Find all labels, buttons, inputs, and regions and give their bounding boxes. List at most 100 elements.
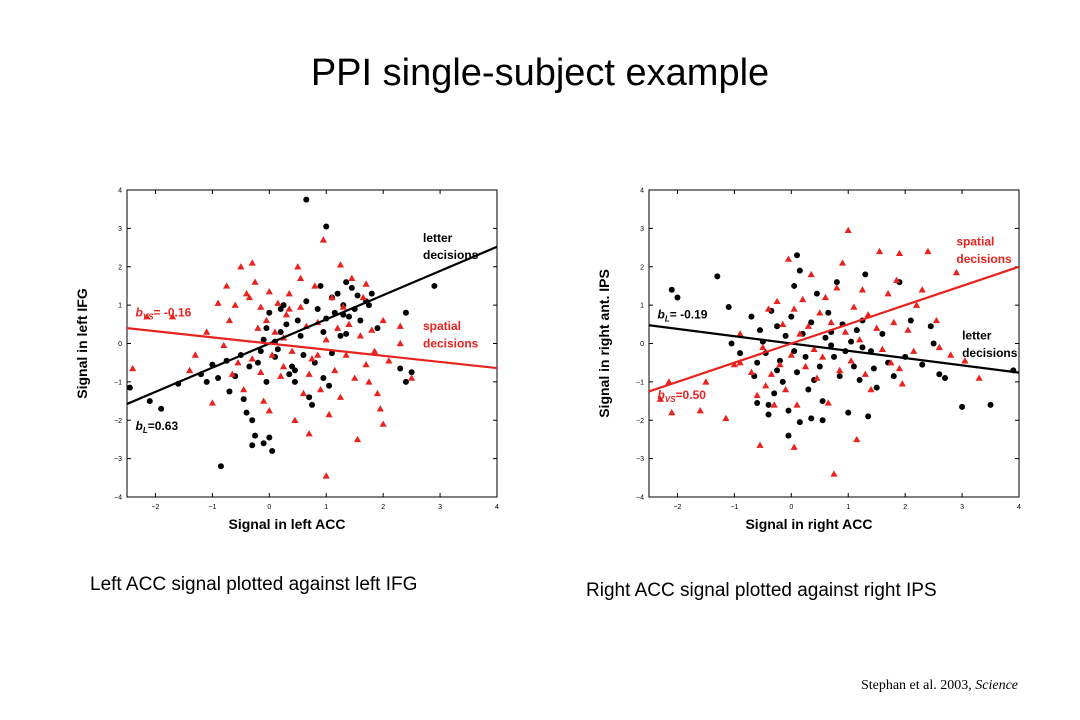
- spatial-point: [776, 361, 784, 368]
- letter-point: [226, 388, 233, 395]
- letter-point: [291, 367, 298, 374]
- spatial-point: [895, 364, 904, 372]
- chart-left-acc-vs-ifg: −2 −1 0 1 2 3 4 −4 −3 −2 −1 0 1 2 3 4 Signal in left ACC…: [70, 180, 510, 540]
- letter-point: [328, 350, 335, 357]
- letter-point: [280, 302, 287, 309]
- y-tick-label: −2: [114, 418, 122, 425]
- spatial-point: [376, 405, 384, 412]
- letter-point: [240, 396, 247, 403]
- spatial-point: [245, 293, 253, 301]
- letter-point: [936, 371, 943, 378]
- letter-point: [808, 319, 815, 326]
- letter-point: [796, 267, 803, 274]
- letter-point: [714, 273, 721, 280]
- letter-point: [374, 325, 381, 332]
- spatial-point: [257, 303, 265, 310]
- spatial-point: [362, 280, 370, 287]
- spatial-point: [807, 270, 815, 278]
- spatial-point: [396, 322, 404, 329]
- spatial-point: [328, 293, 336, 301]
- spatial-point: [362, 361, 370, 368]
- letter-point: [263, 378, 270, 385]
- spatial-point: [368, 326, 376, 333]
- spatial-point: [910, 347, 918, 354]
- spatial-point: [756, 441, 764, 448]
- series-annotation: decisions: [962, 346, 1018, 360]
- letter-point: [862, 271, 869, 278]
- letter-point: [725, 304, 732, 311]
- letter-point: [765, 401, 772, 408]
- spatial-point: [351, 374, 359, 381]
- spatial-point: [237, 263, 245, 270]
- letter-point: [907, 317, 914, 324]
- letter-point: [890, 373, 897, 380]
- spatial-point: [208, 399, 216, 406]
- letter-point: [269, 447, 276, 454]
- letter-point: [300, 352, 307, 359]
- slope-label: bVS= -0.16: [136, 306, 192, 322]
- spatial-point: [816, 309, 824, 316]
- letter-point: [203, 378, 210, 385]
- spatial-point: [353, 435, 362, 443]
- spatial-point: [191, 351, 199, 358]
- spatial-point: [878, 345, 886, 352]
- letter-point: [819, 417, 826, 424]
- series-annotation: spatial: [956, 235, 994, 249]
- spatial-point: [767, 370, 775, 377]
- series-annotation: decisions: [423, 336, 479, 350]
- spatial-point: [827, 318, 835, 326]
- spatial-point: [861, 370, 869, 377]
- spatial-point: [793, 401, 801, 408]
- spatial-point: [770, 401, 778, 408]
- spatial-point: [975, 374, 983, 381]
- spatial-point: [887, 359, 895, 366]
- spatial-point: [265, 407, 273, 414]
- letter-point: [794, 252, 800, 259]
- series-annotation: letter: [423, 231, 453, 245]
- spatial-point: [257, 368, 265, 375]
- y-tick-label: 1: [118, 303, 122, 310]
- letter-point: [791, 348, 798, 355]
- spatial-point: [893, 276, 901, 283]
- spatial-point: [747, 368, 756, 375]
- spatial-point: [356, 332, 364, 339]
- letter-point: [303, 196, 310, 203]
- y-tick-label: 3: [640, 226, 644, 233]
- spatial-point: [311, 282, 319, 289]
- letter-point: [249, 417, 256, 424]
- spatial-point: [722, 414, 730, 422]
- spatial-point: [231, 301, 239, 308]
- spatial-point: [297, 303, 305, 310]
- spatial-point: [336, 393, 345, 400]
- spatial-point: [299, 389, 308, 397]
- spatial-point: [282, 311, 290, 318]
- letter-point: [785, 432, 792, 439]
- letter-point: [309, 401, 315, 408]
- letter-point: [987, 401, 994, 408]
- spatial-point: [248, 355, 256, 362]
- slope-label: bL=0.63: [136, 419, 179, 435]
- letter-point: [246, 363, 253, 370]
- letter-point: [816, 363, 823, 370]
- letter-point: [771, 390, 778, 397]
- spatial-point: [371, 347, 379, 354]
- letter-point: [788, 313, 795, 320]
- y-tick-label: 1: [640, 303, 644, 310]
- spatial-point: [730, 361, 738, 368]
- spatial-point: [804, 322, 812, 329]
- letter-point: [126, 384, 133, 391]
- caption-left: Left ACC signal plotted against left IFG: [90, 574, 418, 595]
- letter-point: [215, 375, 222, 382]
- letter-point: [431, 282, 438, 289]
- spatial-point: [248, 259, 256, 266]
- spatial-point: [305, 430, 313, 437]
- letter-point: [346, 313, 352, 320]
- spatial-point: [260, 397, 268, 404]
- spatial-point: [240, 385, 248, 393]
- y-tick-label: −3: [114, 456, 122, 463]
- letter-point: [354, 292, 361, 299]
- letter-point: [303, 298, 310, 305]
- x-tick-label: 4: [495, 504, 499, 511]
- spatial-point: [853, 435, 861, 443]
- x-axis-label: Signal in right ACC: [745, 516, 872, 532]
